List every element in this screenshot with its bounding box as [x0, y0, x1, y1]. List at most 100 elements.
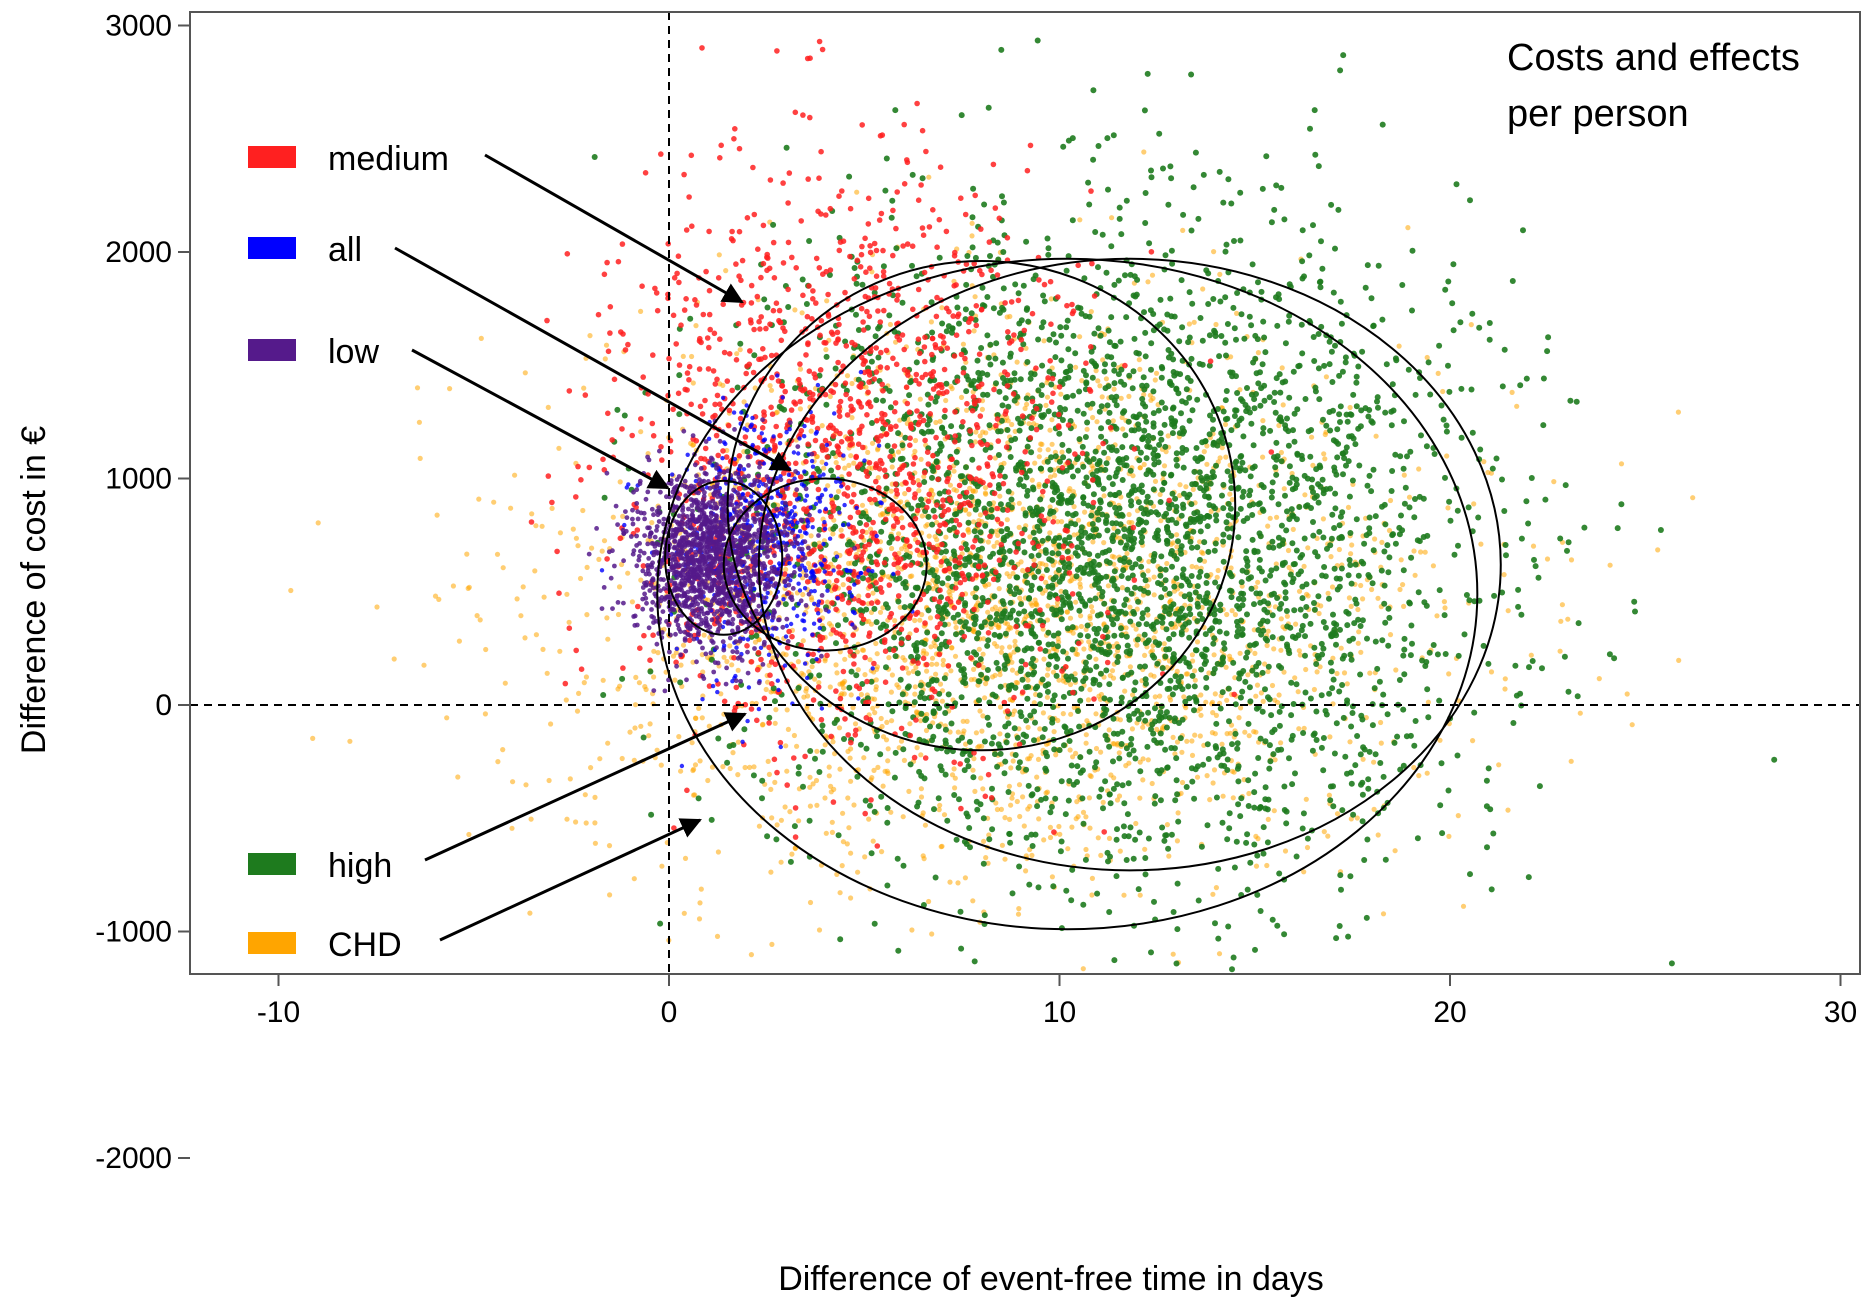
point — [1143, 621, 1150, 628]
point — [1316, 396, 1323, 403]
point — [545, 404, 551, 410]
point — [1080, 901, 1087, 908]
point — [947, 879, 953, 885]
point — [1499, 476, 1505, 483]
point — [288, 587, 294, 594]
point — [632, 725, 638, 731]
point — [810, 781, 816, 787]
point — [1348, 551, 1354, 557]
point — [455, 774, 461, 780]
point — [942, 710, 949, 716]
point — [909, 592, 916, 599]
point — [851, 460, 857, 466]
point — [1134, 606, 1140, 612]
point — [1066, 564, 1073, 571]
point — [1168, 247, 1175, 254]
point — [1241, 335, 1248, 342]
point — [1053, 339, 1059, 346]
point — [1235, 778, 1242, 785]
point — [977, 656, 984, 663]
point — [727, 765, 733, 772]
point — [1118, 694, 1125, 701]
point — [922, 822, 929, 828]
point — [1060, 693, 1067, 700]
point — [1324, 545, 1330, 552]
point — [1262, 784, 1269, 791]
point — [631, 757, 637, 763]
point — [1169, 490, 1176, 497]
point — [632, 702, 639, 708]
point — [1360, 560, 1367, 567]
point — [1096, 408, 1103, 415]
point — [1063, 324, 1070, 331]
point — [1039, 382, 1045, 389]
point — [1278, 740, 1284, 746]
point — [1197, 733, 1203, 739]
point — [1097, 332, 1104, 339]
point — [1125, 780, 1132, 787]
point — [1087, 825, 1093, 831]
point — [1338, 886, 1344, 893]
point — [1210, 780, 1216, 786]
point — [1327, 427, 1334, 434]
point — [734, 351, 740, 357]
point — [577, 575, 584, 582]
point — [1158, 436, 1165, 443]
point — [1082, 434, 1089, 440]
point — [918, 456, 924, 462]
point — [1341, 670, 1348, 676]
point — [882, 187, 889, 194]
point — [1088, 309, 1094, 315]
point — [1078, 310, 1085, 317]
point — [1022, 510, 1029, 517]
point — [1007, 454, 1014, 460]
point — [958, 394, 965, 400]
point — [1284, 415, 1290, 422]
point — [841, 612, 847, 618]
point — [833, 662, 839, 668]
point — [1268, 567, 1275, 574]
point — [784, 768, 790, 774]
point — [823, 830, 829, 836]
point — [1066, 534, 1073, 541]
point — [1380, 691, 1387, 698]
point — [979, 406, 986, 412]
point — [994, 643, 1000, 649]
point — [1110, 643, 1116, 650]
point — [589, 545, 595, 551]
point — [1166, 714, 1173, 721]
point — [1392, 540, 1399, 547]
point — [1083, 814, 1089, 820]
point — [772, 720, 778, 726]
point — [1124, 550, 1130, 557]
point — [974, 357, 981, 364]
point — [898, 499, 904, 505]
point — [1268, 219, 1275, 226]
point — [1206, 670, 1212, 676]
point — [1401, 603, 1407, 610]
point — [979, 743, 985, 749]
point — [1264, 609, 1271, 616]
point — [1345, 572, 1352, 579]
point — [940, 662, 946, 668]
point — [1035, 756, 1042, 763]
point — [1285, 428, 1292, 435]
point — [919, 612, 925, 618]
point — [1023, 834, 1030, 841]
point — [1153, 370, 1160, 376]
point — [996, 624, 1002, 631]
point — [1348, 723, 1355, 730]
point — [966, 825, 973, 831]
point — [759, 722, 766, 728]
point — [934, 661, 940, 667]
point — [1228, 200, 1235, 207]
point — [972, 506, 979, 513]
point — [1311, 107, 1318, 114]
point — [1271, 646, 1277, 652]
point — [923, 715, 930, 722]
point — [955, 729, 961, 735]
point — [720, 764, 726, 770]
point — [1163, 449, 1169, 455]
point — [1304, 835, 1311, 842]
point — [1119, 414, 1125, 421]
